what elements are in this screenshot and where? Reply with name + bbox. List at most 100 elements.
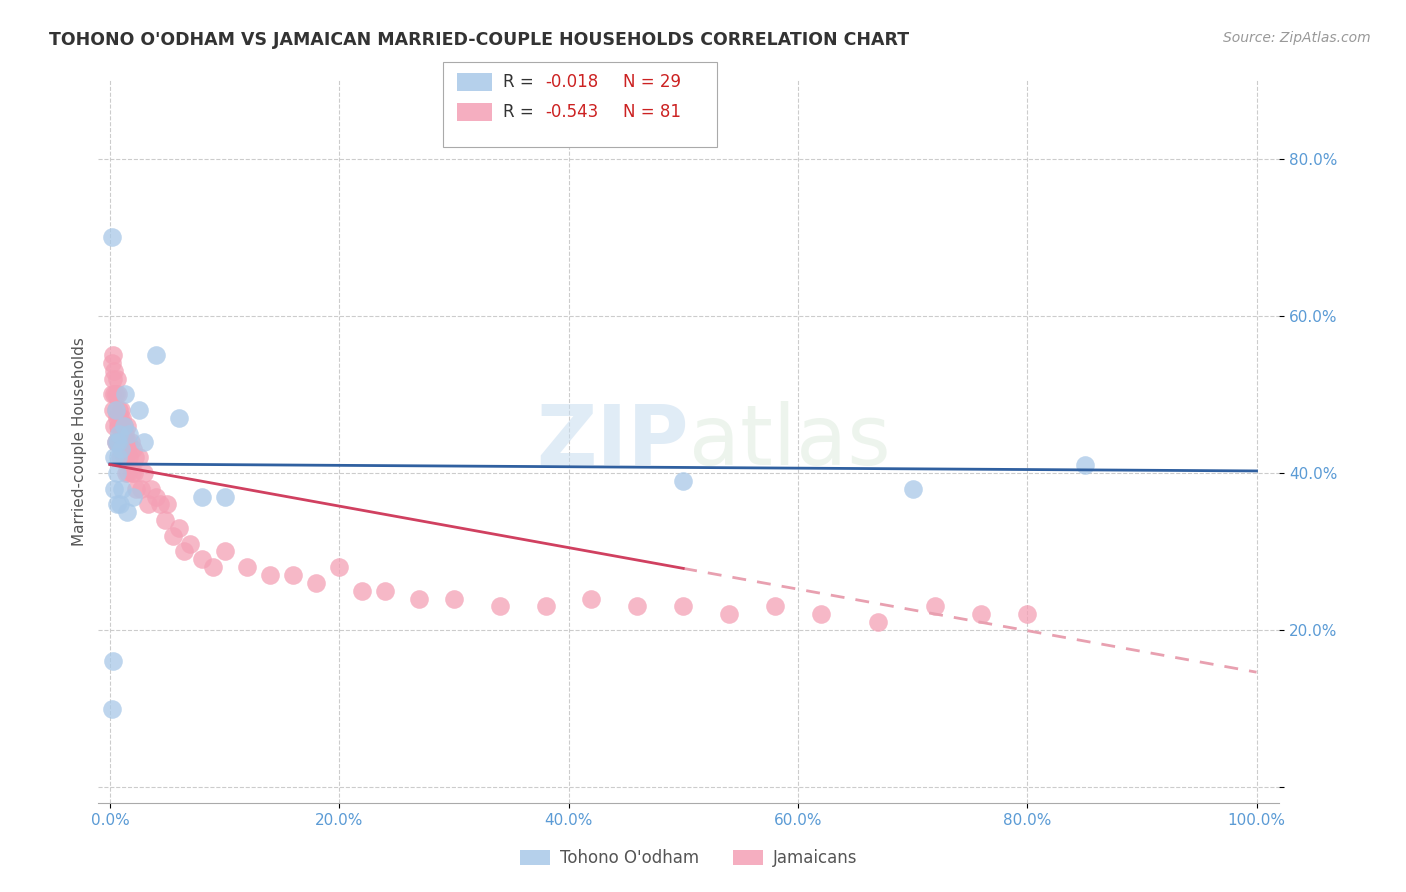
Point <box>104 403 127 417</box>
Point <box>162 529 184 543</box>
Point <box>111 442 134 457</box>
Legend: Tohono O'odham, Jamaicans: Tohono O'odham, Jamaicans <box>513 843 865 874</box>
Point <box>120 434 142 449</box>
Point <box>108 426 131 441</box>
Point <box>672 474 695 488</box>
Point <box>581 591 603 606</box>
Point <box>121 442 143 457</box>
Point <box>104 434 127 449</box>
Point <box>115 466 138 480</box>
Point <box>103 372 125 386</box>
Point <box>115 505 138 519</box>
Point <box>190 490 212 504</box>
Point <box>101 701 124 715</box>
Point <box>105 497 128 511</box>
Point <box>121 466 143 480</box>
Point <box>103 418 125 433</box>
Point <box>105 466 128 480</box>
Point <box>111 482 134 496</box>
Point <box>108 434 131 449</box>
Y-axis label: Married-couple Households: Married-couple Households <box>72 337 87 546</box>
Point <box>103 387 125 401</box>
Point <box>108 411 131 425</box>
Text: atlas: atlas <box>689 401 890 482</box>
Point <box>173 544 195 558</box>
Point <box>118 426 141 441</box>
Point <box>156 497 179 511</box>
Point <box>107 387 129 401</box>
Point <box>107 450 129 465</box>
Point <box>115 418 138 433</box>
Point <box>214 544 236 558</box>
Point <box>134 434 156 449</box>
Point <box>149 497 172 511</box>
Point <box>111 411 134 425</box>
Text: R =: R = <box>503 103 540 121</box>
Point <box>970 607 993 622</box>
Point <box>129 482 152 496</box>
Point <box>167 521 190 535</box>
Point <box>763 599 786 614</box>
Point <box>141 482 163 496</box>
Point <box>179 536 201 550</box>
Point <box>718 607 741 622</box>
Point <box>145 348 167 362</box>
Point <box>924 599 946 614</box>
Point <box>283 568 305 582</box>
Point <box>115 434 138 449</box>
Point <box>124 450 146 465</box>
Point <box>153 513 176 527</box>
Point <box>110 403 132 417</box>
Point <box>105 372 128 386</box>
Point <box>1017 607 1039 622</box>
Point <box>114 387 136 401</box>
Point <box>110 442 132 457</box>
Point <box>105 411 128 425</box>
Point <box>110 418 132 433</box>
Point <box>103 482 125 496</box>
Text: N = 29: N = 29 <box>623 73 681 91</box>
Point <box>103 655 125 669</box>
Text: Source: ZipAtlas.com: Source: ZipAtlas.com <box>1223 31 1371 45</box>
Point <box>118 450 141 465</box>
Point <box>305 575 328 590</box>
Point <box>136 497 159 511</box>
Point <box>104 403 127 417</box>
Point <box>145 490 167 504</box>
Text: ZIP: ZIP <box>537 401 689 482</box>
Text: R =: R = <box>503 73 540 91</box>
Point <box>108 497 131 511</box>
Point <box>107 434 129 449</box>
Point <box>112 450 135 465</box>
Point <box>121 490 143 504</box>
Point <box>672 599 695 614</box>
Point <box>122 466 145 480</box>
Point <box>901 482 924 496</box>
Point <box>112 418 135 433</box>
Point <box>167 411 190 425</box>
Point <box>112 418 135 433</box>
Point <box>626 599 648 614</box>
Point <box>125 482 148 496</box>
Point <box>214 490 236 504</box>
Point <box>108 403 131 417</box>
Point <box>134 466 156 480</box>
Point <box>110 434 132 449</box>
Point <box>114 450 136 465</box>
Point <box>128 403 150 417</box>
Point <box>236 560 259 574</box>
Point <box>1073 458 1095 472</box>
Point <box>103 348 125 362</box>
Text: -0.543: -0.543 <box>546 103 599 121</box>
Point <box>328 560 350 574</box>
Point <box>443 591 465 606</box>
Point <box>103 403 125 417</box>
Point <box>202 560 225 574</box>
Point <box>103 450 125 465</box>
Point <box>374 583 396 598</box>
Text: TOHONO O'ODHAM VS JAMAICAN MARRIED-COUPLE HOUSEHOLDS CORRELATION CHART: TOHONO O'ODHAM VS JAMAICAN MARRIED-COUPL… <box>49 31 910 49</box>
Point <box>107 434 129 449</box>
Point <box>108 450 131 465</box>
Point <box>101 356 124 370</box>
Point <box>408 591 430 606</box>
